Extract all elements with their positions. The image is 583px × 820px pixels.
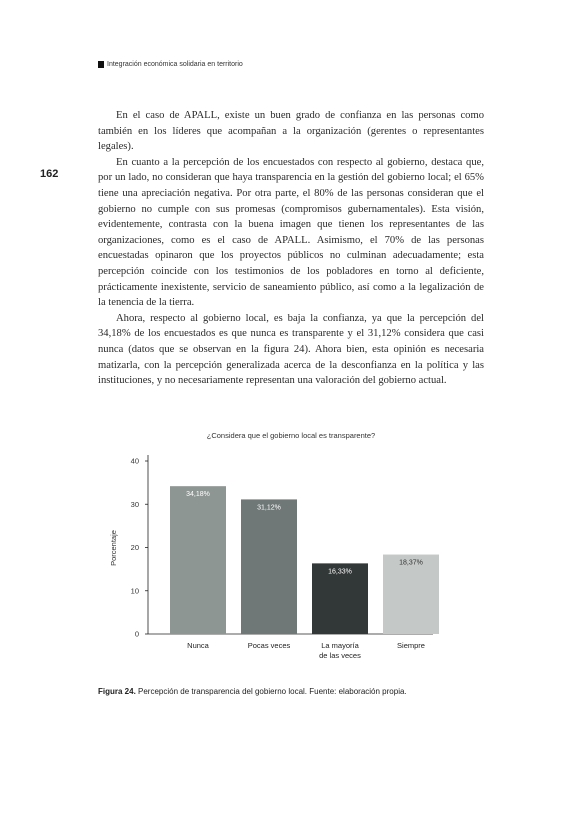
x-tick-label-line: La mayoría	[321, 641, 359, 650]
bar	[241, 499, 297, 634]
y-tick-label: 30	[131, 500, 139, 509]
y-axis-label: Porcentaje	[109, 530, 118, 566]
running-title: Integración económica solidaria en terri…	[107, 61, 243, 68]
x-tick-label: Siempre	[397, 641, 425, 650]
bar	[312, 563, 368, 634]
data-label: 34,18%	[186, 491, 210, 498]
figure-caption: Figura 24. Percepción de transparencia d…	[98, 687, 498, 696]
data-label: 18,37%	[399, 560, 423, 567]
x-tick-label: Nunca	[187, 641, 210, 650]
x-tick-label: La mayoría de las veces	[319, 641, 361, 660]
y-tick-label: 10	[131, 586, 139, 595]
header-square-icon	[98, 61, 104, 68]
x-tick-label-line: de las veces	[319, 651, 361, 660]
body-text: En el caso de APALL, existe un buen grad…	[98, 108, 484, 389]
y-tick-label: 20	[131, 543, 139, 552]
y-tick-label: 0	[135, 630, 139, 639]
x-tick-label-line: Pocas veces	[248, 641, 291, 650]
paragraph: En cuanto a la percepción de los encuest…	[98, 156, 484, 309]
running-header: Integración económica solidaria en terri…	[98, 61, 398, 68]
paragraph: Ahora, respecto al gobierno local, es ba…	[98, 312, 484, 387]
y-tick-label: 40	[131, 457, 139, 466]
x-tick-label: Pocas veces	[248, 641, 291, 650]
data-label: 16,33%	[328, 568, 352, 575]
x-tick-label-line: Nunca	[187, 641, 210, 650]
figure-label: Figura 24.	[98, 687, 136, 696]
bar	[170, 486, 226, 634]
x-tick-label-line: Siempre	[397, 641, 425, 650]
figure-caption-text: Percepción de transparencia del gobierno…	[135, 687, 407, 696]
chart-title: ¿Considera que el gobierno local es tran…	[206, 431, 376, 440]
paragraph: En el caso de APALL, existe un buen grad…	[98, 110, 484, 153]
bar	[383, 554, 439, 634]
data-label: 31,12%	[257, 504, 281, 511]
page-number: 162	[40, 168, 59, 180]
bar-chart: Porcentaje 0 10 20 30 40 34,18% Nunca 31,12% Poc…	[109, 455, 439, 660]
